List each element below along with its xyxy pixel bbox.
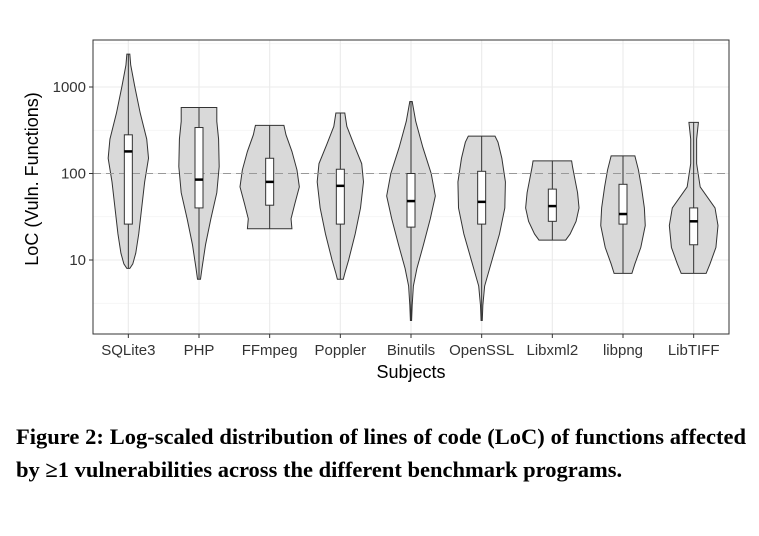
x-tick-label: Libxml2: [526, 342, 578, 359]
y-tick-label: 10: [69, 252, 86, 269]
axes: 10 100 1000 SQLite3 PHP FFmpeg Poppler Binutils…: [53, 79, 720, 359]
box-php: [194, 127, 204, 209]
figure-caption: Figure 2: Log-scaled distribution of lin…: [16, 424, 746, 482]
box-poppler: [335, 168, 345, 225]
x-tick-label: libpng: [603, 342, 643, 359]
x-tick-label: Poppler: [314, 342, 366, 359]
violin-chart: 10 100 1000 SQLite3 PHP FFmpeg Poppler Binutils…: [22, 39, 730, 382]
y-tick-label: 1000: [53, 79, 86, 96]
boxplots: [123, 54, 699, 321]
x-tick-label: OpenSSL: [449, 342, 514, 359]
y-axis-title: LoC (Vuln. Functions): [22, 92, 42, 265]
x-axis-title: Subjects: [376, 362, 445, 382]
x-tick-label: SQLite3: [101, 342, 155, 359]
box-libpng: [618, 183, 628, 225]
box-libtiff: [689, 207, 699, 246]
x-tick-label: FFmpeg: [242, 342, 298, 359]
x-tick-label: PHP: [184, 342, 215, 359]
x-tick-label: Binutils: [387, 342, 435, 359]
box-openssl: [477, 170, 487, 225]
x-tick-label: LibTIFF: [668, 342, 720, 359]
box-sqlite3: [123, 134, 133, 225]
y-tick-label: 100: [61, 166, 86, 183]
